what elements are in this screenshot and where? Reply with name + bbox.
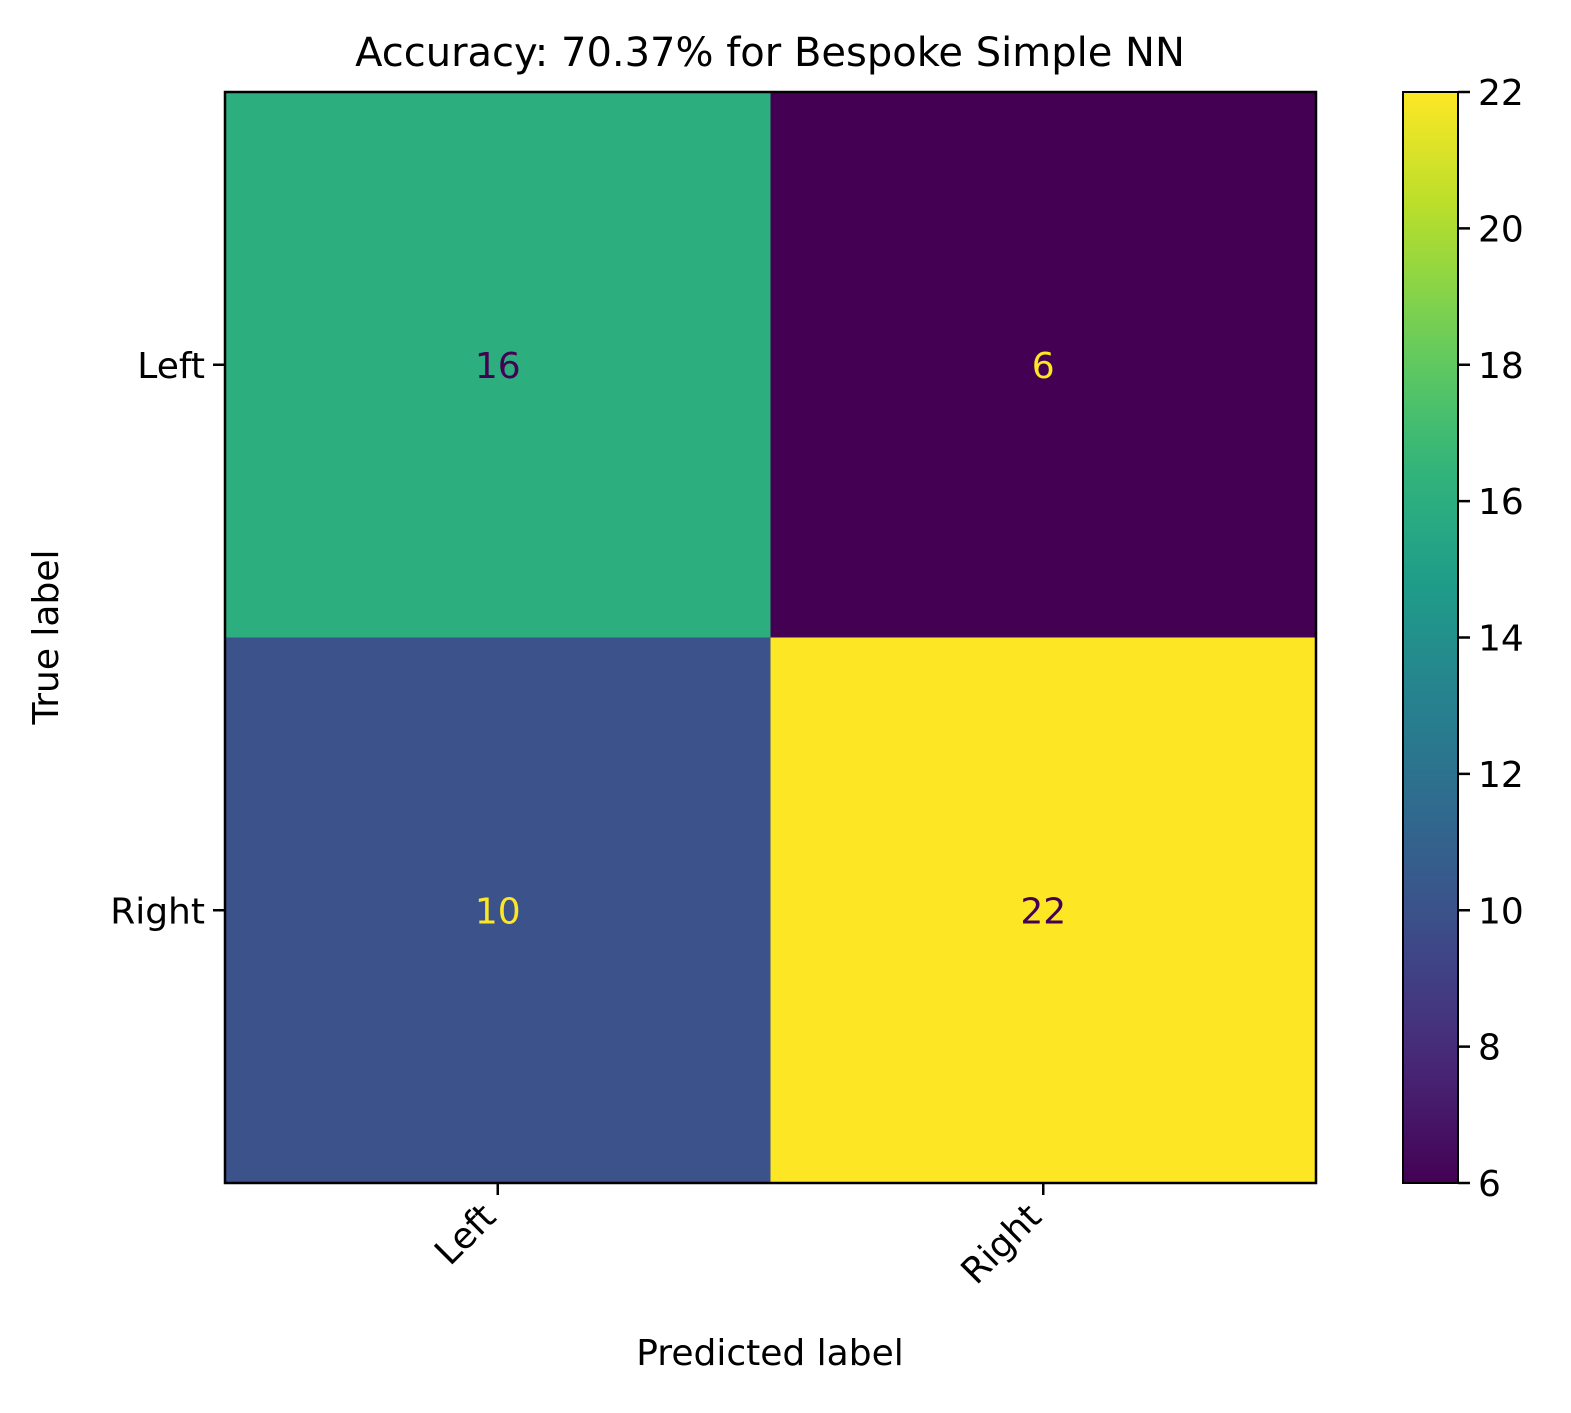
y-axis-label: True label [26,550,67,726]
colorbar-tick-label: 12 [1478,755,1524,796]
plot-frame [223,90,1318,1185]
cell-value-label: 22 [1020,891,1066,932]
chart-title: Accuracy: 70.37% for Bespoke Simple NN [355,30,1185,76]
colorbar-tick-label: 22 [1478,73,1524,114]
heatmap-cells [225,92,1317,1184]
colorbar-tick-label: 16 [1478,482,1524,523]
colorbar-tick-label: 20 [1478,209,1524,250]
colorbar-tick-label: 8 [1478,1028,1501,1069]
heatmap-cell-labels: 16 6 10 22 [475,346,1066,933]
heatmap-cell [770,637,1317,1184]
y-tick-label: Right [110,891,205,932]
colorbar-tick-label: 10 [1478,891,1524,932]
cell-value-label: 10 [475,891,521,932]
colorbar [1403,92,1458,1183]
colorbar-tick-label: 18 [1478,346,1524,387]
colorbar-ticks: 6 8 10 12 14 16 18 20 22 [1458,73,1524,1205]
y-tick-label: Left [137,346,205,387]
colorbar-tick-label: 14 [1478,619,1524,660]
x-axis-label: Predicted label [636,1333,904,1374]
y-axis-ticks: Left Right [110,346,225,932]
heatmap-cell [770,92,1317,638]
cell-value-label: 6 [1032,346,1055,387]
heatmap-cell [225,637,771,1184]
cell-value-label: 16 [475,346,521,387]
heatmap-cell [225,92,771,638]
colorbar-tick-label: 6 [1478,1164,1501,1205]
